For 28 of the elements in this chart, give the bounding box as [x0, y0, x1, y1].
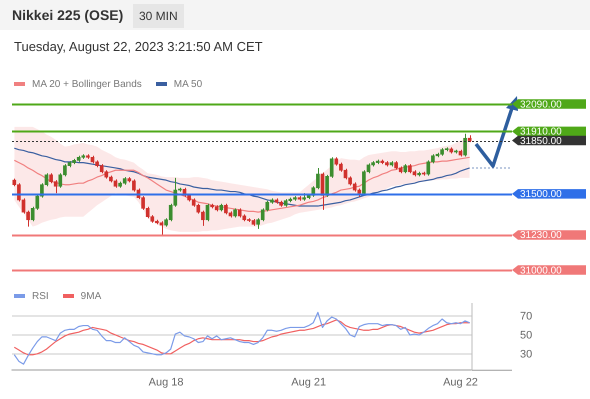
- candlestick: [426, 160, 430, 176]
- legend-label: MA 50: [174, 79, 202, 90]
- chart-title: Nikkei 225 (OSE): [12, 7, 124, 23]
- candlestick: [463, 133, 467, 158]
- y-tick-label: 31910.00: [520, 126, 562, 138]
- y-tick-label: 30: [520, 348, 532, 360]
- y-tick-label: 32090.00: [520, 99, 562, 110]
- y-tick-label: 31500.00: [520, 189, 562, 200]
- y-tick-label: 50: [520, 330, 532, 342]
- legend-label: 9MA: [80, 291, 102, 302]
- y-tick-label: 31230.00: [520, 230, 562, 242]
- y-tick-label: 31850.00: [520, 136, 562, 147]
- y-tick-label: 31000.00: [520, 265, 562, 276]
- text: 30 MIN: [133, 4, 184, 28]
- x-tick-label: Aug 21: [291, 376, 326, 388]
- legend-label: MA 20 + Bollinger Bands: [32, 79, 142, 90]
- candlestick: [238, 208, 242, 218]
- candlestick: [233, 208, 237, 218]
- candlestick: [352, 182, 357, 192]
- y-tick-label: 70: [520, 310, 532, 323]
- legend-label: RSI: [32, 291, 49, 302]
- candlestick: [403, 164, 408, 174]
- x-tick-label: Aug 18: [148, 376, 184, 388]
- chart-subtitle: Tuesday, August 22, 2023 3:21:50 AM CET: [14, 39, 263, 54]
- candlestick: [320, 172, 324, 210]
- candlestick: [100, 164, 104, 174]
- candlestick: [206, 203, 210, 222]
- x-tick-label: Aug 22: [443, 376, 478, 388]
